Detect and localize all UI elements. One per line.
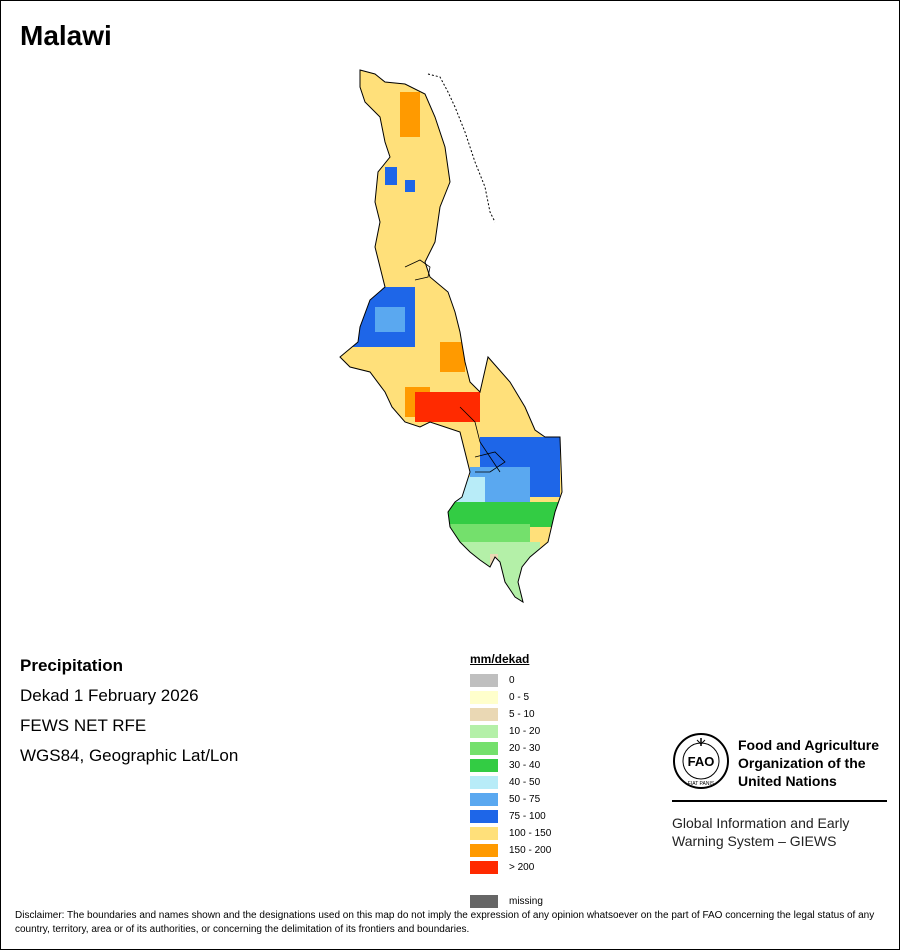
- legend-row-missing: missing: [470, 893, 551, 910]
- class-10-20-shire: [460, 542, 540, 602]
- legend-row: > 200: [470, 859, 551, 876]
- fao-divider: [672, 800, 887, 802]
- fao-name-line2: Organization of the: [738, 755, 866, 771]
- legend-swatch: [470, 725, 498, 738]
- legend-label: 100 - 150: [509, 828, 552, 839]
- legend-swatch: [470, 759, 498, 772]
- legend-classes: 0 0 - 5 5 - 10 10 - 20 20 - 30 30 - 40 40 - 50…: [470, 672, 551, 876]
- precipitation-map: [330, 62, 580, 607]
- giews-name: Global Information and Early Warning Sys…: [672, 814, 887, 850]
- legend-row: 100 - 150: [470, 825, 551, 842]
- legend-swatch: [470, 776, 498, 789]
- variable-label: Precipitation: [20, 656, 123, 675]
- legend-row: 150 - 200: [470, 842, 551, 859]
- legend-label: 0 - 5: [509, 692, 530, 703]
- class-20-30-south: [440, 524, 530, 544]
- malawi-map-svg: [339, 69, 563, 604]
- class-30-40-south: [440, 502, 560, 527]
- legend-row: 20 - 30: [470, 740, 551, 757]
- legend-swatch-missing: [470, 895, 498, 908]
- legend-row: 10 - 20: [470, 723, 551, 740]
- class-150-200-north: [400, 92, 420, 137]
- class-gt-200-central: [415, 392, 480, 422]
- class-50-75-central-west: [375, 307, 405, 332]
- legend-swatch: [470, 861, 498, 874]
- class-5-10-spot: [490, 554, 498, 568]
- legend-label: 20 - 30: [509, 743, 541, 754]
- legend-swatch: [470, 742, 498, 755]
- class-75-100-north-b: [405, 180, 415, 192]
- map-info: Precipitation Dekad 1 February 2026 FEWS…: [20, 656, 238, 776]
- legend-row: 75 - 100: [470, 808, 551, 825]
- legend-swatch: [470, 708, 498, 721]
- legend-swatch: [470, 793, 498, 806]
- legend-row: 5 - 10: [470, 706, 551, 723]
- legend-label: 10 - 20: [509, 726, 541, 737]
- district-boundary-a: [404, 259, 431, 281]
- legend-row: 50 - 75: [470, 791, 551, 808]
- legend-label: 30 - 40: [509, 760, 541, 771]
- legend-label-missing: missing: [509, 896, 543, 907]
- legend-label: > 200: [509, 862, 535, 873]
- fao-emblem-icon: FAO FIAT PANIS: [673, 733, 729, 789]
- legend-swatch: [470, 810, 498, 823]
- legend-row: 0 - 5: [470, 689, 551, 706]
- class-150-200-central: [440, 342, 465, 372]
- legend-label: 50 - 75: [509, 794, 541, 805]
- country-border: [339, 69, 563, 604]
- fao-name-line1: Food and Agriculture: [738, 737, 880, 753]
- giews-line2: Warning System – GIEWS: [672, 833, 837, 849]
- source-label: FEWS NET RFE: [20, 716, 147, 735]
- fao-emblem-text: FAO: [688, 754, 715, 769]
- map-title: Malawi: [20, 20, 112, 51]
- class-75-100-north-a: [385, 167, 397, 185]
- district-boundary-c: [474, 451, 506, 473]
- legend-label: 40 - 50: [509, 777, 541, 788]
- lake-boundary: [427, 73, 496, 223]
- disclaimer-text: Disclaimer: The boundaries and names sho…: [15, 910, 875, 935]
- legend-row: 40 - 50: [470, 774, 551, 791]
- legend-title: mm/dekad: [470, 652, 530, 666]
- legend-swatch: [470, 674, 498, 687]
- legend-swatch: [470, 691, 498, 704]
- rainfall-raster: [340, 70, 562, 602]
- map-legend: mm/dekad 0 0 - 5 5 - 10 10 - 20 20 - 30 30 - …: [470, 652, 551, 910]
- fao-emblem-motto: FIAT PANIS: [688, 781, 715, 787]
- district-boundary-b: [459, 406, 501, 473]
- fao-name: Food and Agriculture Organization of the…: [738, 736, 898, 790]
- projection-label: WGS84, Geographic Lat/Lon: [20, 746, 239, 765]
- legend-swatch: [470, 827, 498, 840]
- legend-label: 5 - 10: [509, 709, 535, 720]
- period-label: Dekad 1 February 2026: [20, 686, 199, 705]
- legend-swatch: [470, 844, 498, 857]
- legend-label: 75 - 100: [509, 811, 546, 822]
- legend-row: 30 - 40: [470, 757, 551, 774]
- fao-name-line3: United Nations: [738, 773, 837, 789]
- legend-label: 0: [509, 675, 515, 686]
- legend-label: 150 - 200: [509, 845, 552, 856]
- legend-row: 0: [470, 672, 551, 689]
- giews-line1: Global Information and Early: [672, 815, 850, 831]
